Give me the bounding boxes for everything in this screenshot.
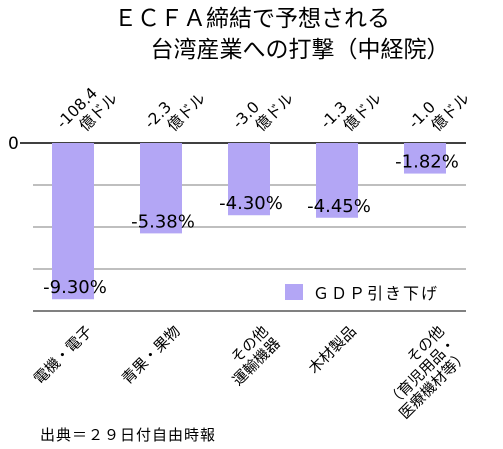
bar bbox=[316, 143, 358, 218]
legend: ＧＤＰ引き下げ bbox=[285, 284, 439, 303]
category-label-line: 電機・電子 bbox=[30, 322, 96, 388]
bar bbox=[140, 143, 182, 234]
category-label-line: 青果・果物 bbox=[118, 322, 184, 388]
bar-value-label: -4.45% bbox=[307, 196, 371, 217]
bar-value-label: -4.30% bbox=[219, 193, 283, 214]
bar-amount-label: -2.3億ドル bbox=[141, 77, 209, 145]
bar bbox=[228, 143, 270, 216]
bar-value-label: -1.82% bbox=[395, 152, 459, 173]
bar-value-label: -5.38% bbox=[131, 211, 195, 232]
category-label: 青果・果物 bbox=[118, 322, 184, 388]
chart-title-line-2: 台湾産業への打撃（中経院） bbox=[151, 37, 450, 63]
bar-value-label: -9.30% bbox=[43, 277, 107, 298]
category-label: 木材製品 bbox=[305, 322, 360, 377]
bar bbox=[52, 143, 94, 300]
category-label: 電機・電子 bbox=[30, 322, 96, 388]
bar-amount-label: -1.0億ドル bbox=[405, 77, 473, 145]
source-note: 出典＝２９日付自由時報 bbox=[40, 426, 216, 444]
category-label: その他運輸機器 bbox=[217, 322, 284, 389]
bar-amount-label: -3.0億ドル bbox=[229, 77, 297, 145]
chart-title-line-1: ＥＣＦＡ締結で予想される bbox=[114, 6, 390, 32]
category-labels-group: 電機・電子 青果・果物 その他運輸機器 木材製品 その他（育児用品・医療機材等） bbox=[30, 322, 472, 422]
bar-amount-label: -1.3億ドル bbox=[317, 77, 385, 145]
category-label-line: 木材製品 bbox=[305, 322, 360, 377]
bar bbox=[404, 143, 446, 174]
category-label: その他（育児用品・医療機材等） bbox=[371, 322, 471, 422]
legend-label: ＧＤＰ引き下げ bbox=[313, 284, 439, 303]
amount-labels-group: -108.4億ドル -2.3億ドル -3.0億ドル -1.3億ドル -1.0億ドル bbox=[53, 77, 473, 145]
value-labels-group: -9.30% -5.38% -4.30% -4.45% -1.82% bbox=[43, 152, 459, 299]
bars-group bbox=[52, 143, 446, 300]
bar-amount-label: -108.4億ドル bbox=[53, 77, 121, 145]
y-tick-label-zero: 0 bbox=[8, 134, 19, 154]
legend-swatch bbox=[285, 284, 303, 300]
